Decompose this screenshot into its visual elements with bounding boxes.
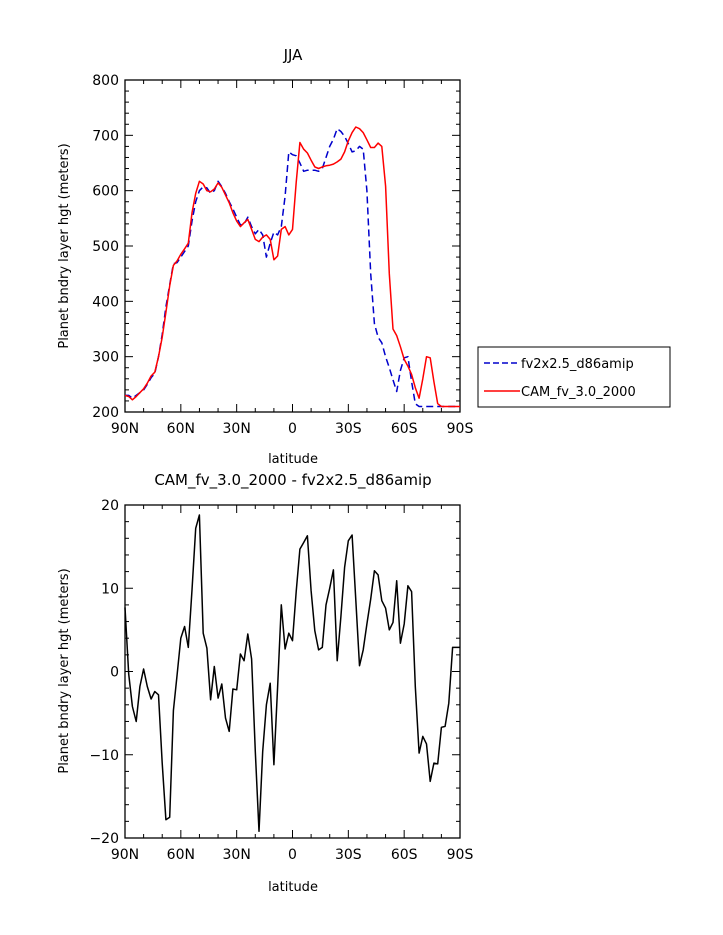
bottom-x-tick-label: 90S: [447, 847, 474, 863]
top-plot-frame: [124, 79, 461, 413]
top-y-tick-label: 500: [92, 239, 119, 255]
top-y-tick-label: 600: [92, 184, 119, 200]
top-x-tick-label: 30N: [223, 421, 251, 437]
top-x-tick-label: 60S: [391, 421, 418, 437]
top-y-axis-label: Planet bndry layer hgt (meters): [57, 143, 72, 348]
top-x-tick-label: 90S: [447, 421, 474, 437]
top-y-tick-label: 800: [92, 73, 119, 89]
top-panel: JJA 200 300 400 500 600 700 800 90N 60N 30N 0 30S 6…: [57, 46, 671, 467]
top-y-tick-label: 700: [92, 128, 119, 144]
bottom-y-tick-label: −20: [89, 831, 119, 847]
bottom-series-line-diff-0: [124, 514, 460, 833]
bottom-series-group: [124, 514, 460, 833]
bottom-x-tick-label: 60S: [391, 847, 418, 863]
top-x-tick-label: 60N: [167, 421, 195, 437]
top-series-line-cam-fv-3-0-2000: [124, 126, 460, 408]
bottom-y-tick-label: 20: [101, 498, 119, 514]
legend-label-fv2x2: fv2x2.5_d86amip: [521, 357, 634, 372]
top-x-tick-label: 90N: [111, 421, 139, 437]
bottom-x-tick-label: 60N: [167, 847, 195, 863]
legend: fv2x2.5_d86amip CAM_fv_3.0_2000: [477, 346, 671, 408]
bottom-x-tick-label: 30N: [223, 847, 251, 863]
bottom-x-axis: 90N 60N 30N 0 30S 60S 90S: [111, 505, 474, 863]
bottom-panel: CAM_fv_3.0_2000 - fv2x2.5_d86amip −20 −10…: [57, 471, 473, 895]
bottom-y-axis-label: Planet bndry layer hgt (meters): [57, 568, 72, 773]
bottom-plot-frame: [124, 504, 461, 839]
top-y-tick-label: 200: [92, 405, 119, 421]
top-x-tick-label: 30S: [335, 421, 362, 437]
bottom-x-axis-label: latitude: [268, 880, 318, 895]
top-title: JJA: [283, 46, 304, 64]
top-series-group: [124, 126, 460, 408]
bottom-title: CAM_fv_3.0_2000 - fv2x2.5_d86amip: [154, 471, 431, 490]
top-y-tick-label: 300: [92, 350, 119, 366]
top-y-axis: 200 300 400 500 600 700 800: [92, 73, 460, 421]
legend-label-cam: CAM_fv_3.0_2000: [521, 385, 636, 400]
bottom-y-tick-label: 10: [101, 581, 119, 597]
legend-box: [477, 346, 671, 408]
top-series-line-fv2x2-5-d86amip: [125, 127, 460, 408]
bottom-y-tick-label: −10: [89, 748, 119, 764]
top-x-axis-label: latitude: [268, 452, 318, 467]
bottom-x-tick-label: 90N: [111, 847, 139, 863]
bottom-y-tick-label: 0: [110, 665, 119, 681]
bottom-x-tick-label: 0: [288, 847, 297, 863]
bottom-x-tick-label: 30S: [335, 847, 362, 863]
bottom-y-axis: −20 −10 0 10 20: [89, 498, 460, 847]
top-y-tick-label: 400: [92, 294, 119, 310]
top-x-tick-label: 0: [288, 421, 297, 437]
top-x-axis: 90N 60N 30N 0 30S 60S 90S: [111, 80, 474, 437]
